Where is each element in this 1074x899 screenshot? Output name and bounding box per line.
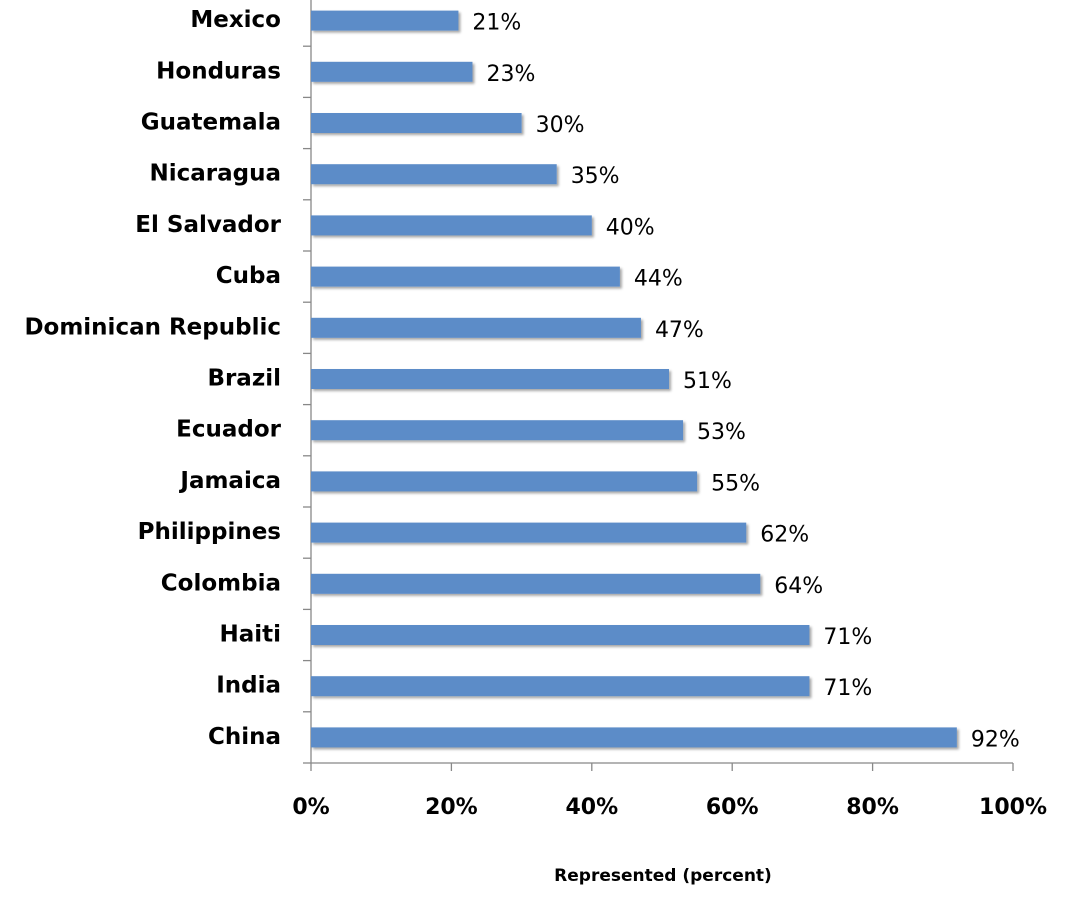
value-label: 71% <box>823 625 872 650</box>
x-tick-label: 100% <box>979 795 1047 820</box>
y-tick-label: Dominican Republic <box>24 314 281 340</box>
value-label: 47% <box>655 318 704 343</box>
bar <box>311 369 670 389</box>
bar <box>311 215 592 236</box>
y-tick-label: El Salvador <box>135 212 281 238</box>
y-tick-label: Brazil <box>207 366 281 392</box>
value-label: 40% <box>606 215 655 240</box>
bar <box>311 727 957 748</box>
y-tick-label: Jamaica <box>178 468 281 494</box>
y-tick-label: Honduras <box>156 58 281 84</box>
value-label: 21% <box>472 11 521 36</box>
value-label: 53% <box>697 420 746 445</box>
x-tick-label: 60% <box>706 795 759 820</box>
y-tick-label: Philippines <box>138 519 281 545</box>
y-tick-label: Guatemala <box>141 110 281 136</box>
bar <box>311 113 522 133</box>
y-tick-label: India <box>216 673 281 699</box>
value-label: 55% <box>711 471 760 496</box>
value-label: 62% <box>760 523 809 548</box>
value-label: 71% <box>823 676 872 701</box>
bar <box>311 522 747 543</box>
bar <box>311 61 473 82</box>
bar <box>311 471 698 492</box>
bar <box>311 164 557 185</box>
value-label: 92% <box>971 727 1020 752</box>
bar <box>311 676 810 697</box>
y-tick-label: Haiti <box>219 622 281 648</box>
bar <box>311 266 620 287</box>
y-tick-label: China <box>208 724 281 750</box>
x-tick-label: 0% <box>292 795 329 820</box>
value-label: 64% <box>774 574 823 599</box>
y-tick-label: Mexico <box>190 7 281 33</box>
value-label: 44% <box>634 267 683 292</box>
bar <box>311 10 459 31</box>
value-label: 35% <box>571 164 620 189</box>
x-tick-label: 40% <box>565 795 618 820</box>
value-label: 23% <box>486 62 535 87</box>
bar <box>311 573 761 594</box>
y-tick-label: Ecuador <box>176 417 282 443</box>
bar <box>311 317 641 338</box>
x-axis-title: Represented (percent) <box>554 866 772 886</box>
value-label: 51% <box>683 369 732 394</box>
x-tick-label: 80% <box>846 795 899 820</box>
y-tick-label: Colombia <box>161 570 281 596</box>
bar <box>311 625 810 645</box>
y-tick-label: Cuba <box>216 263 281 289</box>
y-tick-label: Nicaragua <box>149 161 281 187</box>
value-label: 30% <box>536 113 585 138</box>
x-tick-label: 20% <box>425 795 478 820</box>
bar <box>311 420 684 441</box>
